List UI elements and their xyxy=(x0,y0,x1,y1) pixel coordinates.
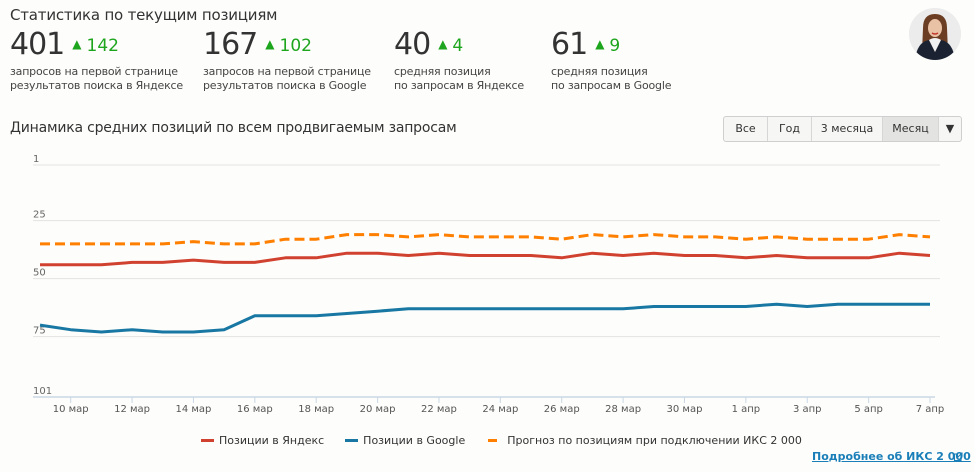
stat-value: 401 xyxy=(10,27,65,62)
date-range-selector: Все Год 3 месяца Месяц ▼ xyxy=(723,116,962,142)
arrow-up-icon: ▲ xyxy=(595,37,605,51)
stat-value: 61 xyxy=(551,27,588,62)
x-tick-label: 28 мар xyxy=(605,404,641,415)
more-about-iks-link[interactable]: Подробнее об ИКС 2 000 xyxy=(812,450,971,463)
x-tick-label: 16 мар xyxy=(237,404,273,415)
y-tick-label: 75 xyxy=(33,326,46,337)
range-button-3-months[interactable]: 3 месяца xyxy=(812,117,883,141)
range-button-year[interactable]: Год xyxy=(768,117,812,141)
arrow-up-icon: ▲ xyxy=(265,37,275,51)
range-button-all[interactable]: Все xyxy=(724,117,768,141)
arrow-up-icon: ▲ xyxy=(438,37,448,51)
legend-item-yandex[interactable]: Позиции в Яндекс xyxy=(201,434,324,447)
stat-yandex-top: 401 ▲ 142 запросов на первой странице ре… xyxy=(10,28,183,93)
legend-label: Позиции в Яндекс xyxy=(219,434,325,447)
y-tick-label: 1 xyxy=(33,154,39,165)
x-tick-label: 1 апр xyxy=(732,404,761,415)
stat-delta: 142 xyxy=(86,36,119,56)
legend-label: Прогноз по позициям при подключении ИКС … xyxy=(507,434,802,447)
x-tick-label: 10 мар xyxy=(53,404,89,415)
legend-item-forecast[interactable]: Прогноз по позициям при подключении ИКС … xyxy=(486,434,802,447)
x-tick-label: 18 мар xyxy=(298,404,334,415)
external-link-icon[interactable] xyxy=(953,452,963,462)
stat-description: средняя позиция по запросам в Яндексе xyxy=(394,65,524,92)
arrow-up-icon: ▲ xyxy=(72,37,82,51)
x-tick-label: 30 мар xyxy=(667,404,703,415)
legend-item-google[interactable]: Позиции в Google xyxy=(345,434,465,447)
x-tick-label: 22 мар xyxy=(421,404,457,415)
stat-value: 167 xyxy=(203,27,258,62)
legend-label: Позиции в Google xyxy=(363,434,466,447)
y-tick-label: 25 xyxy=(33,210,46,221)
x-tick-label: 20 мар xyxy=(360,404,396,415)
legend-swatch-forecast xyxy=(488,439,498,442)
stat-google-top: 167 ▲ 102 запросов на первой странице ре… xyxy=(203,28,371,93)
x-tick-label: 12 мар xyxy=(114,404,150,415)
stat-delta: 4 xyxy=(452,36,464,56)
chevron-down-icon[interactable]: ▼ xyxy=(945,122,955,135)
stat-description: средняя позиция по запросам в Google xyxy=(551,65,672,92)
position-line-chart: 1 25 50 75 101 10 мар 12 мар 14 мар 16 мар 18 ма… xyxy=(33,154,945,415)
stat-yandex-avg: 40 ▲ 4 средняя позиция по запросам в Янд… xyxy=(394,28,524,93)
range-button-month[interactable]: Месяц xyxy=(883,117,939,141)
y-tick-label: 101 xyxy=(33,386,52,397)
series-line-forecast xyxy=(40,233,931,246)
series-line-google xyxy=(39,302,930,334)
chart-legend: Позиции в Яндекс Позиции в Google Прогно… xyxy=(201,434,823,447)
x-tick-label: 3 апр xyxy=(793,404,822,415)
x-tick-label: 7 апр xyxy=(916,404,945,415)
page-title: Статистика по текущим позициям xyxy=(10,6,278,24)
avatar-photo-icon xyxy=(909,8,961,60)
chart-title: Динамика средних позиций по всем продвиг… xyxy=(10,120,457,136)
stat-google-avg: 61 ▲ 9 средняя позиция по запросам в Goo… xyxy=(551,28,671,93)
legend-swatch-yandex xyxy=(201,439,214,442)
x-tick-label: 14 мар xyxy=(175,404,211,415)
x-tick-label: 5 апр xyxy=(854,404,883,415)
stat-description: запросов на первой странице результатов … xyxy=(203,65,371,92)
y-tick-label: 50 xyxy=(33,268,46,279)
x-tick-label: 26 мар xyxy=(544,404,580,415)
user-avatar[interactable] xyxy=(909,8,961,60)
x-tick-label: 24 мар xyxy=(482,404,518,415)
legend-swatch-google xyxy=(345,439,359,442)
stat-delta: 9 xyxy=(609,36,621,56)
series-line-yandex xyxy=(40,251,931,267)
stat-delta: 102 xyxy=(279,36,312,56)
stat-description: запросов на первой странице результатов … xyxy=(10,65,183,92)
stat-value: 40 xyxy=(394,27,431,62)
